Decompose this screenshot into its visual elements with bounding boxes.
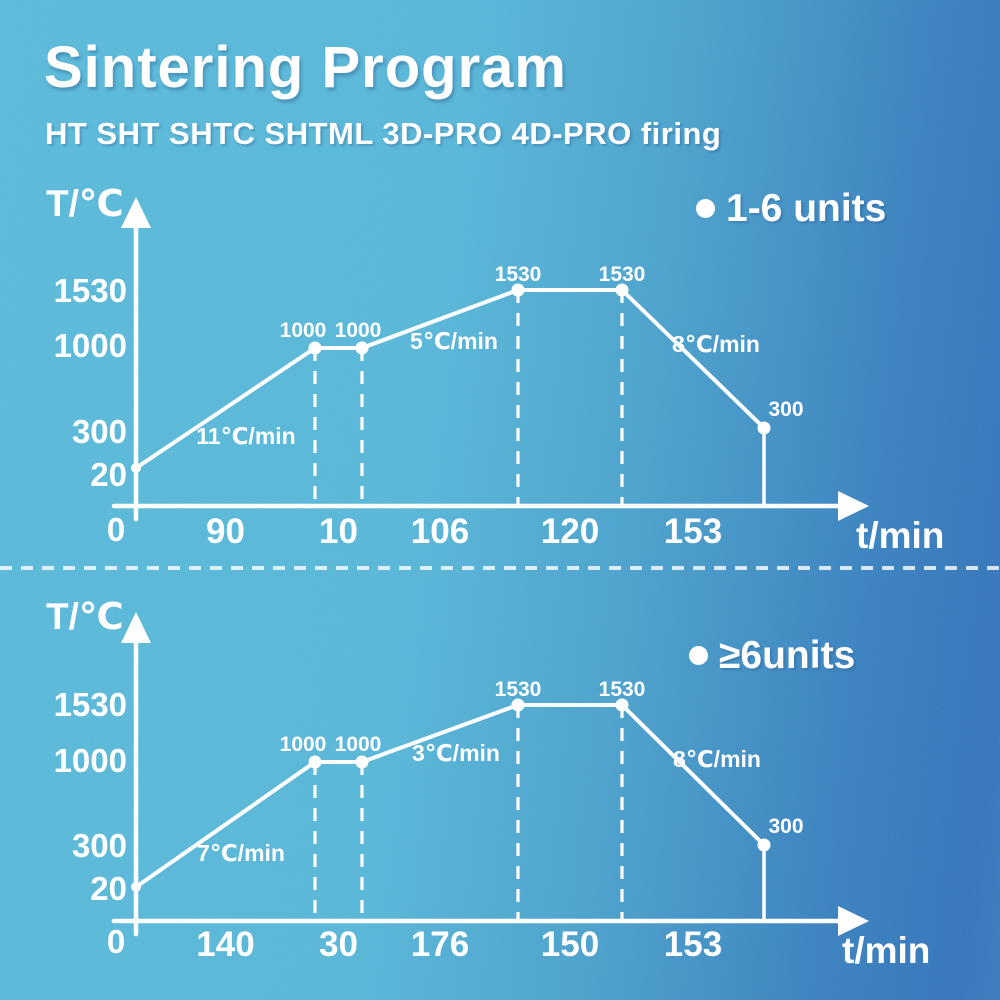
rate-annotation: 8℃/min bbox=[672, 331, 760, 357]
rate-annotation: 5℃/min bbox=[410, 328, 498, 354]
x-axis-label: t/min bbox=[842, 930, 930, 971]
y-tick-label: 1530 bbox=[54, 686, 127, 723]
y-tick-label: 1530 bbox=[54, 272, 127, 309]
x-duration-label: 10 bbox=[319, 512, 358, 551]
y-axis-label: T/℃ bbox=[46, 596, 124, 637]
point-label: 300 bbox=[768, 398, 803, 421]
point-label: 1530 bbox=[599, 678, 646, 701]
x-duration-label: 153 bbox=[664, 512, 722, 551]
data-point bbox=[757, 838, 771, 852]
data-point bbox=[308, 341, 322, 355]
point-label: 1000 bbox=[280, 733, 327, 756]
point-label: 1000 bbox=[280, 319, 327, 342]
y-tick-label: 1000 bbox=[54, 327, 127, 364]
point-label: 1530 bbox=[495, 678, 542, 701]
x-duration-label: 30 bbox=[319, 925, 358, 964]
x-axis-label: t/min bbox=[856, 515, 944, 556]
point-label: 300 bbox=[768, 815, 803, 838]
x-duration-label: 90 bbox=[206, 512, 245, 551]
y-axis-arrow-icon bbox=[121, 197, 151, 228]
y-axis-arrow-icon bbox=[121, 612, 151, 643]
point-label: 1000 bbox=[335, 733, 382, 756]
point-label: 1530 bbox=[495, 263, 542, 286]
top-chart: 1000 1000 1530 1530 300 1530 1000 300 20 0 90 10 106… bbox=[46, 183, 944, 556]
x-duration-label: 176 bbox=[411, 925, 469, 964]
rate-annotation: 11℃/min bbox=[196, 423, 295, 449]
x-duration-label: 106 bbox=[411, 512, 469, 551]
data-point bbox=[355, 755, 369, 769]
origin-label: 0 bbox=[107, 511, 125, 548]
rate-annotation: 8℃/min bbox=[673, 746, 761, 772]
x-duration-label: 150 bbox=[541, 925, 599, 964]
y-axis-label: T/℃ bbox=[46, 183, 124, 224]
rate-annotation: 3℃/min bbox=[412, 740, 500, 766]
data-point bbox=[355, 341, 369, 355]
y-tick-label: 20 bbox=[90, 870, 127, 907]
bottom-chart: 1000 1000 1530 1530 300 1530 1000 300 20 0 140 30 17… bbox=[46, 596, 930, 971]
origin-label: 0 bbox=[107, 923, 125, 960]
point-label: 1530 bbox=[599, 263, 646, 286]
y-tick-label: 300 bbox=[72, 827, 127, 864]
data-point bbox=[308, 755, 322, 769]
y-tick-label: 1000 bbox=[54, 742, 127, 779]
data-point bbox=[757, 421, 771, 435]
point-label: 1000 bbox=[335, 319, 382, 342]
y-tick-label: 300 bbox=[72, 413, 127, 450]
rate-annotation: 7℃/min bbox=[197, 840, 285, 866]
x-duration-label: 120 bbox=[541, 512, 599, 551]
y-tick-label: 20 bbox=[90, 456, 127, 493]
data-point bbox=[131, 882, 141, 892]
x-duration-label: 140 bbox=[196, 925, 254, 964]
x-duration-label: 153 bbox=[664, 925, 722, 964]
data-point bbox=[131, 463, 141, 473]
